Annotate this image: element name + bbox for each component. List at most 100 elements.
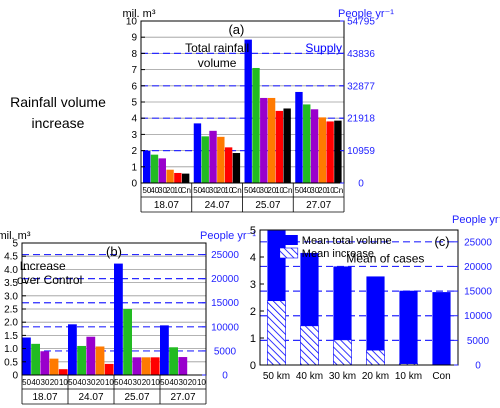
- bar: [86, 336, 96, 375]
- side-title: Rainfall volume increase: [8, 92, 108, 134]
- bar: [193, 123, 202, 183]
- y-tick-label: 1.5: [4, 331, 18, 342]
- bar: [201, 136, 209, 183]
- right-tick-label: 0: [358, 179, 364, 190]
- right-tick-label: 10000: [464, 311, 492, 322]
- bar: [209, 130, 217, 183]
- panel-label: (b): [106, 244, 122, 259]
- sub-tick-label: 50: [22, 378, 31, 387]
- sub-tick-label: 20: [267, 186, 276, 195]
- y-tick-label: 10: [126, 17, 138, 28]
- bar: [232, 153, 241, 183]
- y-tick-label: 0: [250, 360, 256, 372]
- bar: [334, 120, 342, 183]
- panel-a: 5040302010Cn18.075040302010Cn24.07504030…: [123, 8, 394, 213]
- side-title-line-2: increase: [31, 115, 85, 131]
- bar: [267, 97, 276, 183]
- x-tick-label: Con: [432, 371, 450, 382]
- y-tick-label: 4: [131, 114, 137, 125]
- right-axis-title: People yr⁻¹: [452, 214, 500, 226]
- sub-tick-label: 10: [174, 186, 183, 195]
- y-tick-label: 4.5: [4, 252, 18, 263]
- sub-tick-label: 20: [217, 186, 226, 195]
- bar: [326, 121, 334, 183]
- x-tick-label: 20 km: [362, 371, 389, 382]
- panel-label: (a): [228, 22, 244, 37]
- legend-label: Mean total volume: [302, 235, 392, 247]
- y-tick-label: 2: [131, 146, 137, 157]
- sub-tick-label: 50: [295, 186, 304, 195]
- y-axis-title: mil. m³: [0, 230, 31, 242]
- sub-tick-label: Cn: [333, 186, 343, 195]
- legend-swatch-hatch: [279, 247, 299, 259]
- sub-tick-label: 30: [179, 378, 188, 387]
- right-tick-label: 21918: [347, 114, 375, 125]
- sub-tick-label: 30: [87, 378, 96, 387]
- y-tick-label: 8: [131, 49, 137, 60]
- bar-mean-increase: [267, 300, 286, 366]
- right-tick-label: 54795: [347, 17, 375, 28]
- sub-tick-label: 10: [197, 378, 206, 387]
- sub-tick-label: 50: [193, 186, 202, 195]
- bar: [169, 347, 178, 375]
- legend-swatch-solid: [279, 235, 298, 245]
- x-tick-label: 10 km: [395, 371, 422, 382]
- legend-label: Mean increase: [302, 248, 374, 260]
- bar: [132, 357, 142, 375]
- y-tick-label: 5: [12, 239, 18, 250]
- bar: [40, 351, 50, 375]
- bar: [260, 97, 268, 183]
- sub-tick-label: 10: [275, 186, 284, 195]
- sub-tick-label: 20: [318, 186, 327, 195]
- y-tick-label: 6: [131, 81, 137, 92]
- y-tick-label: 1: [250, 333, 256, 345]
- bar: [68, 324, 77, 375]
- sub-tick-label: Cn: [282, 186, 292, 195]
- panel-label: (c): [434, 234, 449, 249]
- group-label: 25.07: [124, 392, 149, 403]
- sub-tick-label: 40: [77, 378, 86, 387]
- bar: [141, 357, 151, 375]
- bar: [310, 109, 319, 183]
- bar: [295, 91, 303, 183]
- bar-mean-total: [399, 290, 418, 365]
- annotation: volume: [198, 56, 237, 70]
- sub-tick-label: 40: [31, 378, 40, 387]
- sub-tick-label: 50: [114, 378, 123, 387]
- sub-tick-label: Cn: [181, 186, 191, 195]
- sub-tick-label: 20: [96, 378, 105, 387]
- bar-mean-total: [366, 276, 385, 365]
- y-tick-label: 9: [131, 33, 137, 44]
- bar: [217, 136, 225, 183]
- right-tick-label: 25000: [211, 250, 239, 261]
- y-tick-label: 0: [12, 371, 18, 382]
- bar: [275, 110, 284, 183]
- annotation: Increase: [20, 259, 66, 273]
- y-tick-label: 1: [131, 162, 137, 173]
- right-tick-label: 32877: [347, 81, 375, 92]
- sub-tick-label: 50: [142, 186, 151, 195]
- sub-tick-label: 40: [169, 378, 178, 387]
- x-tick-label: 30 km: [329, 371, 356, 382]
- bar: [160, 325, 169, 375]
- right-tick-label: 5000: [214, 346, 237, 357]
- right-tick-label: 20000: [464, 262, 492, 273]
- bar: [123, 309, 132, 375]
- y-tick-label: 0.5: [4, 357, 18, 368]
- y-tick-label: 2.0: [4, 318, 18, 329]
- right-tick-label: 0: [222, 371, 228, 382]
- y-tick-label: 4: [250, 252, 256, 264]
- sub-tick-label: 10: [224, 186, 233, 195]
- right-tick-label: 5000: [467, 336, 490, 347]
- bar-mean-total: [432, 292, 451, 365]
- y-tick-label: 2.5: [4, 305, 18, 316]
- sub-tick-label: Cn: [231, 186, 241, 195]
- x-tick-label: 50 km: [263, 371, 290, 382]
- sub-tick-label: 40: [201, 186, 210, 195]
- group-label: 18.07: [32, 392, 57, 403]
- group-label: 24.07: [205, 200, 230, 211]
- bar: [166, 169, 174, 183]
- plot-frame: [259, 229, 459, 366]
- bar: [158, 158, 166, 183]
